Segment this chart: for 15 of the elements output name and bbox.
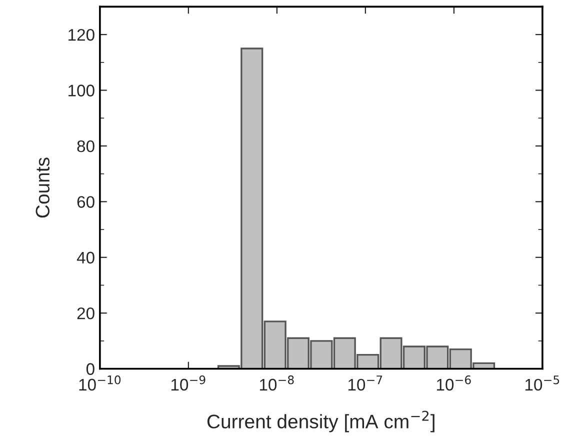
y-tick-label: 80 bbox=[77, 140, 94, 152]
x-tick-label: 10$^{−8}$ bbox=[260, 375, 294, 391]
y-axis-title: Counts bbox=[36, 158, 50, 218]
x-tick-label: 10$^{−9}$ bbox=[171, 375, 206, 391]
y-tick-label: 120 bbox=[68, 28, 94, 41]
x-tick-label: 10$^{−5}$ bbox=[525, 376, 560, 391]
x-axis-title: Current density [mA cm$^{−2}$] bbox=[207, 410, 434, 432]
y-tick-label: 100 bbox=[68, 84, 94, 96]
x-tick-label: 10$^{−6}$ bbox=[436, 375, 471, 391]
y-tick-label: 40 bbox=[76, 252, 94, 264]
y-tick-label: 0 bbox=[86, 363, 94, 375]
y-tick-label: 60 bbox=[77, 196, 94, 208]
y-tick-label: 20 bbox=[77, 307, 94, 320]
x-tick-label: 10$^{−10}$ bbox=[79, 375, 121, 391]
x-tick-label: 10$^{−7}$ bbox=[348, 376, 382, 391]
